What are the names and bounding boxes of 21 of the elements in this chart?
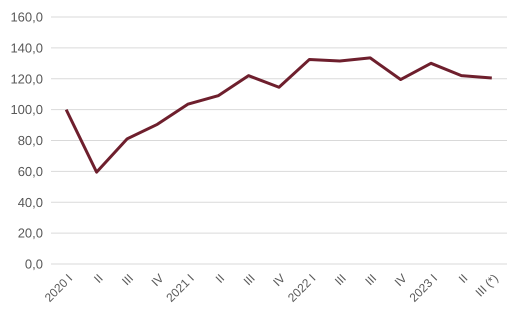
x-tick-label: II (212, 271, 228, 286)
y-tick-label: 140,0 (10, 40, 43, 56)
x-tick-label: II (91, 271, 106, 286)
y-tick-label: 120,0 (10, 71, 43, 86)
y-tick-label: 20,0 (18, 226, 43, 241)
x-tick-label: III (332, 271, 349, 288)
x-tick-label: III (*) (472, 271, 501, 300)
y-tick-label: 160,0 (10, 10, 43, 25)
line-series (64, 56, 494, 174)
x-tick-label: III (240, 271, 258, 288)
x-tick-label: III (362, 271, 380, 288)
x-tick-label: IV (270, 271, 288, 290)
x-tick-label: IV (148, 271, 166, 290)
y-tick-label: 100,0 (10, 102, 43, 118)
y-tick-label: 0,0 (24, 256, 43, 272)
x-tick-label: II (456, 271, 470, 286)
y-tick-label: 60,0 (18, 164, 43, 179)
y-tick-label: 80,0 (18, 133, 43, 148)
y-tick-label: 40,0 (18, 194, 43, 210)
x-tick-label: IV (392, 271, 410, 290)
x-tick-label: III (119, 271, 136, 288)
